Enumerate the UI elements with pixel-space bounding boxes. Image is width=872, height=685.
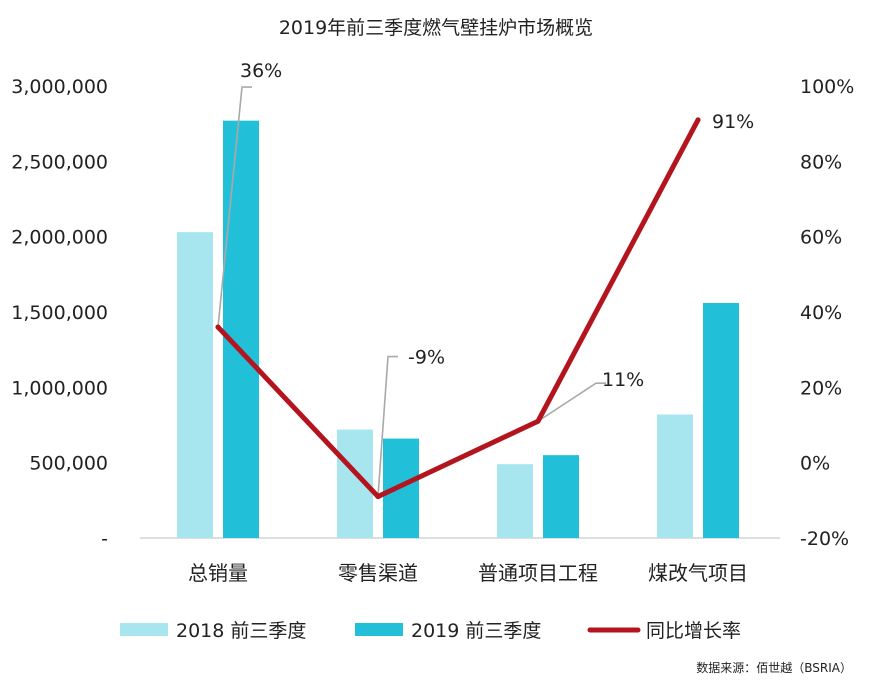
category-label: 零售渠道 [338,561,418,585]
left-tick-label: 2,500,000 [11,151,108,173]
category-label: 煤改气项目 [648,561,748,585]
growth-rate-line [215,117,701,500]
left-tick-label: 3,000,000 [11,76,108,98]
left-tick-label: - [101,528,108,550]
category-labels: 总销量 零售渠道 普通项目工程 煤改气项目 [188,561,748,585]
legend-swatch [120,623,168,636]
annotation-leader-line [217,86,252,328]
annotation-leader-line [377,355,398,497]
growth-rate-point [695,117,701,123]
bar-2018 [497,464,533,538]
bar-2018 [177,232,213,538]
legend-swatch [355,623,403,636]
right-tick-label: 60% [800,227,842,249]
left-tick-label: 1,000,000 [11,377,108,399]
growth-rate-label: -9% [408,347,445,369]
growth-rate-label: 36% [240,60,282,82]
annotation-leaders [217,86,606,497]
right-tick-label: 40% [800,302,842,324]
category-label: 总销量 [188,561,248,585]
annotations: 36% -9% 11% 91% [240,60,754,391]
growth-rate-label: 91% [712,111,754,133]
legend-label: 同比增长率 [646,620,741,642]
right-tick-label: 80% [800,151,842,173]
chart-title: 2019年前三季度燃气壁挂炉市场概览 [279,17,593,39]
bar-2019 [543,455,579,538]
right-tick-label: 20% [800,377,842,399]
category-label: 普通项目工程 [478,561,598,585]
right-axis: -20% 0% 20% 40% 60% 80% 100% [800,76,854,550]
growth-rate-label: 11% [602,369,644,391]
bar-2019 [703,302,739,538]
right-tick-label: 100% [800,76,854,98]
left-tick-label: 2,000,000 [11,227,108,249]
legend-label: 2019 前三季度 [411,620,541,642]
legend: 2018 前三季度 2019 前三季度 同比增长率 [120,620,741,642]
left-tick-label: 1,500,000 [11,302,108,324]
right-tick-label: 0% [800,453,830,475]
bars [177,120,739,539]
right-tick-label: -20% [800,528,849,550]
growth-rate-point [375,494,381,500]
bar-2018 [657,414,693,538]
bar-2019 [223,120,259,539]
source-note: 数据来源：佰世越（BSRIA） [696,660,852,675]
left-axis: - 500,000 1,000,000 1,500,000 2,000,000 2,500… [11,76,108,550]
growth-rate-series [215,117,701,500]
left-tick-label: 500,000 [29,453,108,475]
growth-rate-point [215,324,221,330]
legend-label: 2018 前三季度 [176,620,306,642]
annotation-leader-line [537,382,606,422]
growth-rate-point [535,418,541,424]
